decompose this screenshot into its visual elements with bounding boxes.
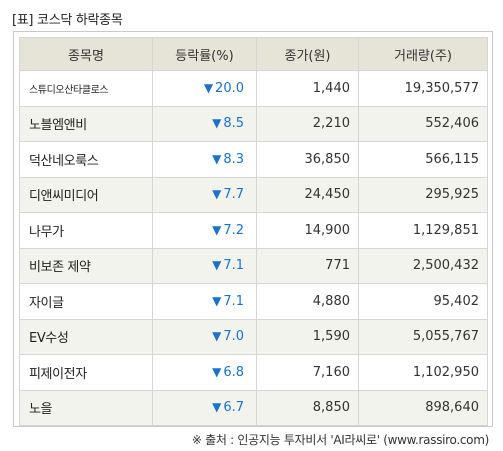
change-rate-value: 7.0 <box>223 329 244 345</box>
stock-name: 자이글 <box>19 283 153 320</box>
change-rate: ▼ 6.8 <box>152 354 257 391</box>
change-rate-value: 7.7 <box>223 187 244 203</box>
header-rate: 등락률(%) <box>152 37 257 71</box>
table-row: 자이글 ▼ 7.1 4,880 95,402 <box>19 283 488 320</box>
change-rate: ▼ 7.1 <box>152 247 257 284</box>
change-rate: ▼ 7.1 <box>152 283 257 320</box>
closing-price: 1,590 <box>256 318 359 355</box>
table-row: 덕산네오룩스 ▼ 8.3 36,850 566,115 <box>19 141 488 178</box>
stock-name: 비보존 제약 <box>19 247 153 284</box>
down-arrow-icon: ▼ <box>212 222 222 237</box>
closing-price: 771 <box>256 247 359 284</box>
trade-volume: 552,406 <box>358 105 488 142</box>
change-rate-value: 8.3 <box>223 151 244 167</box>
closing-price: 8,850 <box>256 389 359 426</box>
closing-price: 7,160 <box>256 354 359 391</box>
trade-volume: 5,055,767 <box>358 318 488 355</box>
change-rate: ▼ 20.0 <box>152 70 257 107</box>
stock-name: 피제이전자 <box>19 354 153 391</box>
closing-price: 2,210 <box>256 105 359 142</box>
trade-volume: 1,102,950 <box>358 354 488 391</box>
down-arrow-icon: ▼ <box>212 293 222 308</box>
change-rate-value: 20.0 <box>215 80 244 96</box>
change-rate: ▼ 8.3 <box>152 141 257 178</box>
trade-volume: 1,129,851 <box>358 212 488 249</box>
stock-name: 덕산네오룩스 <box>19 141 153 178</box>
down-arrow-icon: ▼ <box>212 151 222 166</box>
down-arrow-icon: ▼ <box>212 187 222 202</box>
header-volume: 거래량(주) <box>358 37 488 71</box>
change-rate-value: 7.1 <box>223 293 244 309</box>
table-row: 나무가 ▼ 7.2 14,900 1,129,851 <box>19 212 488 249</box>
trade-volume: 95,402 <box>358 283 488 320</box>
table-row: 스튜디오산타클로스 ▼ 20.0 1,440 19,350,577 <box>19 70 488 107</box>
stock-name: 나무가 <box>19 212 153 249</box>
closing-price: 36,850 <box>256 141 359 178</box>
trade-volume: 2,500,432 <box>358 247 488 284</box>
stock-name: 디앤씨미디어 <box>19 176 153 213</box>
stock-name: 노을 <box>19 389 153 426</box>
trade-volume: 19,350,577 <box>358 70 488 107</box>
closing-price: 4,880 <box>256 283 359 320</box>
change-rate-value: 7.1 <box>223 258 244 274</box>
change-rate-value: 6.8 <box>223 364 244 380</box>
closing-price: 14,900 <box>256 212 359 249</box>
table-row: 디앤씨미디어 ▼ 7.7 24,450 295,925 <box>19 176 488 213</box>
table-row: 피제이전자 ▼ 6.8 7,160 1,102,950 <box>19 354 488 391</box>
change-rate: ▼ 7.0 <box>152 318 257 355</box>
stock-table: 종목명 등락률(%) 종가(원) 거래량(주) 스튜디오산타클로스 ▼ 20.0 1,… <box>19 37 488 426</box>
down-arrow-icon: ▼ <box>212 116 222 131</box>
source-footer: ※ 출처 : 인공지능 투자비서 'AI라씨로' (www.rassiro.co… <box>191 433 489 447</box>
closing-price: 1,440 <box>256 70 359 107</box>
down-arrow-icon: ▼ <box>212 258 222 273</box>
down-arrow-icon: ▼ <box>212 400 222 415</box>
header-name: 종목명 <box>19 37 153 71</box>
change-rate-value: 6.7 <box>223 400 244 416</box>
stock-name: EV수성 <box>19 318 153 355</box>
table-row: 노블엠앤비 ▼ 8.5 2,210 552,406 <box>19 105 488 142</box>
closing-price: 24,450 <box>256 176 359 213</box>
change-rate-value: 8.5 <box>223 116 244 132</box>
down-arrow-icon: ▼ <box>212 329 222 344</box>
header-price: 종가(원) <box>256 37 359 71</box>
change-rate: ▼ 7.2 <box>152 212 257 249</box>
table-row: 노을 ▼ 6.7 8,850 898,640 <box>19 389 488 426</box>
table-header-row: 종목명 등락률(%) 종가(원) 거래량(주) <box>19 37 488 71</box>
page-title: [표] 코스닥 하락종목 <box>12 13 123 28</box>
stock-name: 노블엠앤비 <box>19 105 153 142</box>
down-arrow-icon: ▼ <box>212 364 222 379</box>
change-rate: ▼ 6.7 <box>152 389 257 426</box>
table-frame: 종목명 등락률(%) 종가(원) 거래량(주) 스튜디오산타클로스 ▼ 20.0 1,… <box>13 31 493 427</box>
down-arrow-icon: ▼ <box>203 80 214 95</box>
table-row: EV수성 ▼ 7.0 1,590 5,055,767 <box>19 318 488 355</box>
change-rate-value: 7.2 <box>223 222 244 238</box>
trade-volume: 566,115 <box>358 141 488 178</box>
stock-name: 스튜디오산타클로스 <box>19 70 153 107</box>
trade-volume: 295,925 <box>358 176 488 213</box>
change-rate: ▼ 8.5 <box>152 105 257 142</box>
table-row: 비보존 제약 ▼ 7.1 771 2,500,432 <box>19 247 488 284</box>
trade-volume: 898,640 <box>358 389 488 426</box>
change-rate: ▼ 7.7 <box>152 176 257 213</box>
